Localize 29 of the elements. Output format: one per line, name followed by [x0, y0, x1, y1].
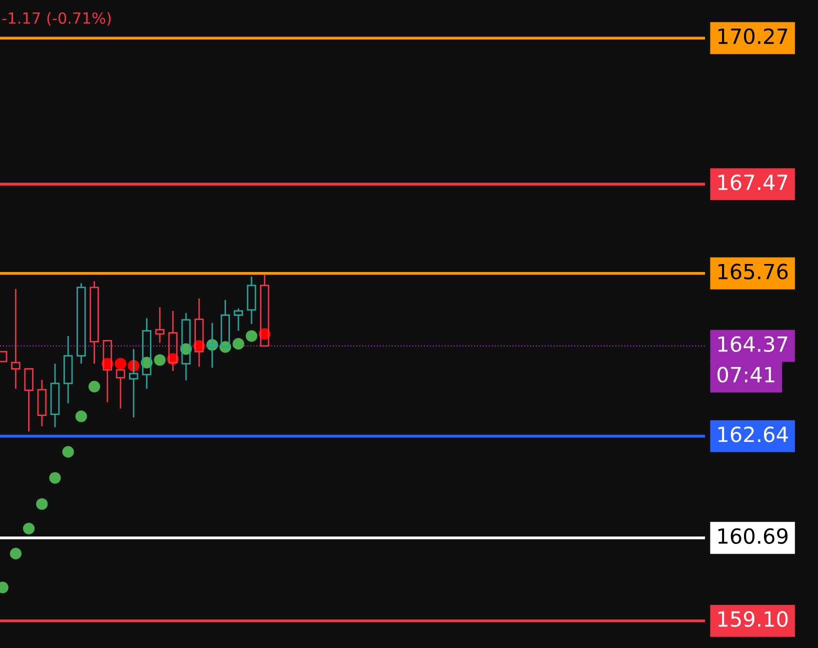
point [23, 522, 35, 534]
point [246, 330, 258, 342]
ref-line-label: 160.69 [718, 528, 788, 544]
candlestick [63, 335, 73, 404]
ref-line-label: 164.37 [718, 336, 788, 352]
candlestick [90, 280, 99, 364]
ref-line-label: 162.64 [718, 426, 788, 442]
candlestick [50, 362, 60, 428]
candlestick [208, 322, 217, 369]
candlestick [37, 379, 47, 427]
candlestick [155, 306, 164, 344]
point [75, 410, 88, 422]
annotation: -1.17 (-0.71%) [2, 12, 111, 26]
point [232, 338, 244, 350]
point [154, 354, 166, 366]
ref-line-label: 159.10 [718, 611, 788, 627]
point [114, 358, 126, 370]
ref-line-label: 167.47 [718, 174, 788, 190]
point [88, 380, 100, 392]
text: 07:41 [717, 366, 774, 383]
point [62, 446, 74, 458]
point [36, 498, 48, 510]
point [49, 472, 61, 484]
point [10, 548, 22, 560]
candlestick [142, 318, 152, 390]
ref-line-label: 170.27 [718, 28, 788, 44]
candlestick [76, 282, 86, 364]
candlestick [11, 288, 20, 390]
ref-line-label: 165.76 [718, 264, 788, 280]
